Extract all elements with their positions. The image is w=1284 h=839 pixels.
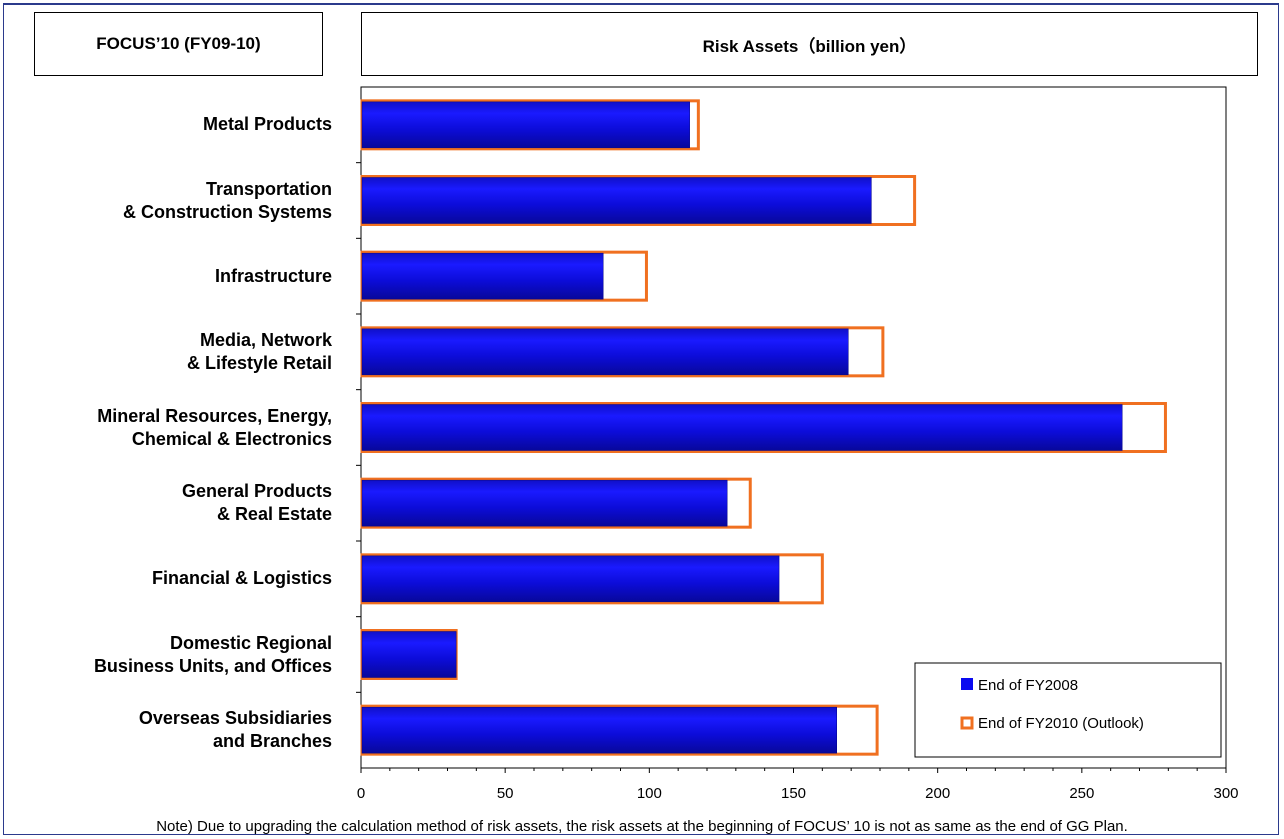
category-label: Media, Network & Lifestyle Retail [186, 329, 332, 373]
plan-title-box: FOCUS’10 (FY09-10) [34, 12, 323, 76]
x-tick-label: 250 [1069, 785, 1094, 802]
bar-fy2008 [361, 555, 780, 603]
category-label: Domestic Regional Business Units, and Of… [93, 632, 332, 676]
legend-swatch-fy2010 [960, 716, 974, 730]
category-label: Mineral Resources, Energy, Chemical & El… [97, 405, 332, 449]
category-label: General Products & Real Estate [181, 481, 332, 525]
x-tick-label: 0 [357, 785, 365, 802]
bar-fy2008 [361, 479, 728, 527]
legend-label-fy2010: End of FY2010 (Outlook) [978, 715, 1144, 732]
legend-label-fy2008: End of FY2008 [978, 677, 1078, 694]
bar-fy2008 [361, 631, 457, 678]
category-label: Metal Products [202, 114, 332, 135]
footnote: Note) Due to upgrading the calculation m… [156, 818, 1128, 835]
chart-title: Risk Assets（billion yen） [702, 36, 917, 56]
category-label: Financial & Logistics [151, 568, 332, 589]
bar-fy2008 [361, 177, 872, 224]
x-tick-label: 50 [497, 785, 514, 802]
bar-fy2008 [361, 328, 849, 376]
plan-title: FOCUS’10 (FY09-10) [96, 34, 261, 53]
category-label: Overseas Subsidiaries and Branches [138, 708, 332, 752]
legend-swatch-fy2008 [961, 678, 973, 690]
category-label: Infrastructure [214, 265, 332, 286]
x-tick-label: 150 [781, 785, 806, 802]
chart-title-box: Risk Assets（billion yen） [361, 12, 1258, 76]
category-label: Transportation & Construction Systems [122, 178, 332, 222]
bar-fy2008 [361, 252, 604, 300]
chart-frame [3, 3, 1279, 835]
x-tick-label: 100 [637, 785, 662, 802]
x-tick-label: 200 [925, 785, 950, 802]
bar-fy2008 [361, 706, 837, 754]
bar-fy2008 [361, 404, 1123, 451]
x-tick-label: 300 [1213, 785, 1238, 802]
bar-fy2008 [361, 101, 690, 149]
